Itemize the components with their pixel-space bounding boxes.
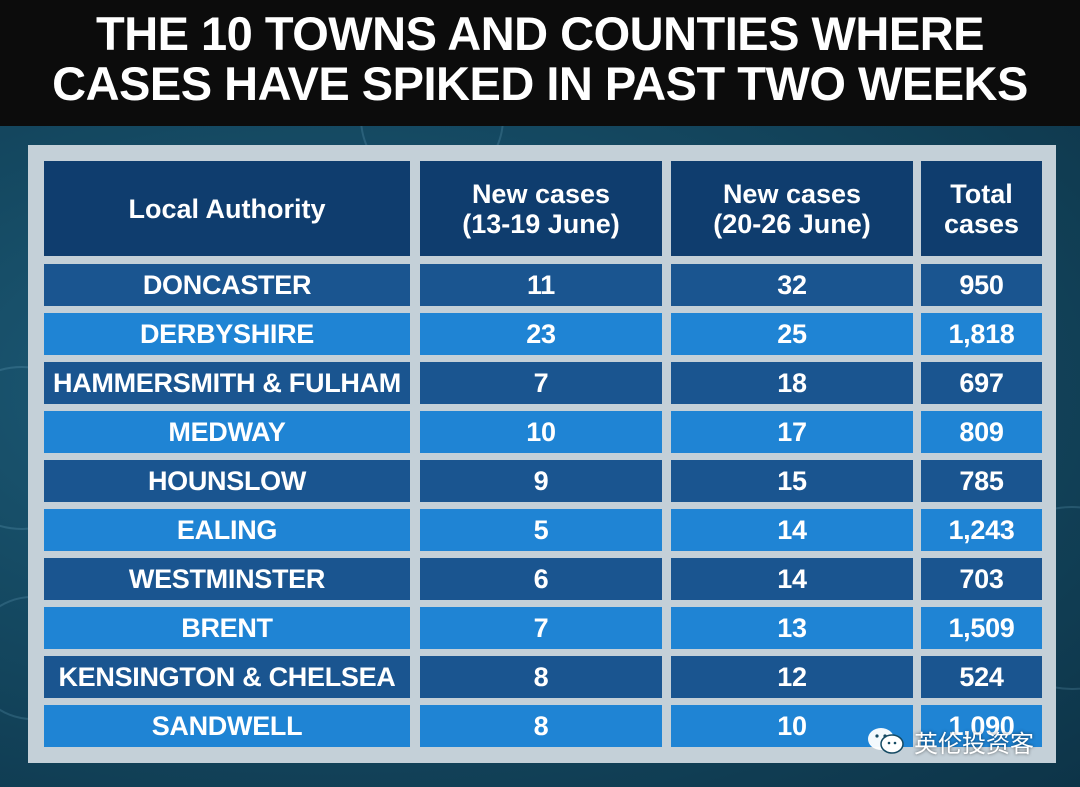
local-authority-cell: EALING — [44, 509, 410, 551]
column-header: New cases (20-26 June) — [671, 161, 913, 256]
new-cases-20-26-cell: 12 — [671, 656, 913, 698]
local-authority-cell: MEDWAY — [44, 411, 410, 453]
total-cases-cell: 1,090 — [921, 705, 1042, 747]
new-cases-13-19-cell: 9 — [420, 460, 662, 502]
total-cases-cell: 809 — [921, 411, 1042, 453]
new-cases-20-26-cell: 17 — [671, 411, 913, 453]
new-cases-20-26-cell: 18 — [671, 362, 913, 404]
new-cases-13-19-cell: 8 — [420, 656, 662, 698]
new-cases-13-19-cell: 23 — [420, 313, 662, 355]
local-authority-cell: DERBYSHIRE — [44, 313, 410, 355]
column-header-line: (13-19 June) — [462, 208, 620, 239]
table-row: EALING 5 14 1,243 — [44, 509, 1042, 551]
local-authority-cell: BRENT — [44, 607, 410, 649]
column-header-line: Total — [950, 178, 1013, 209]
column-header-line: (20-26 June) — [713, 208, 871, 239]
total-cases-cell: 697 — [921, 362, 1042, 404]
total-cases-cell: 1,243 — [921, 509, 1042, 551]
new-cases-13-19-cell: 10 — [420, 411, 662, 453]
watermark: 英伦投资客 — [866, 722, 1034, 760]
new-cases-20-26-cell: 32 — [671, 264, 913, 306]
total-cases-cell: 1,509 — [921, 607, 1042, 649]
column-header: Total cases — [921, 161, 1042, 256]
table-row: BRENT 7 13 1,509 — [44, 607, 1042, 649]
new-cases-20-26-cell: 13 — [671, 607, 913, 649]
table-row: SANDWELL 8 10 1,090 — [44, 705, 1042, 747]
table-row: KENSINGTON & CHELSEA 8 12 524 — [44, 656, 1042, 698]
local-authority-cell: HOUNSLOW — [44, 460, 410, 502]
column-header-line: New cases — [722, 178, 862, 209]
local-authority-cell: DONCASTER — [44, 264, 410, 306]
table-row: DONCASTER 11 32 950 — [44, 264, 1042, 306]
table-row: HAMMERSMITH & FULHAM 7 18 697 — [44, 362, 1042, 404]
wechat-icon — [866, 726, 906, 756]
table-row: MEDWAY 10 17 809 — [44, 411, 1042, 453]
column-header: Local Authority — [44, 161, 410, 256]
title-line-1: THE 10 TOWNS AND COUNTIES WHERE — [95, 7, 985, 60]
watermark-text: 英伦投资客 — [914, 729, 1034, 758]
local-authority-cell: KENSINGTON & CHELSEA — [44, 656, 410, 698]
new-cases-13-19-cell: 6 — [420, 558, 662, 600]
column-header-line: Local Authority — [128, 193, 326, 224]
column-header-line: cases — [943, 208, 1020, 239]
table-header-row: Local Authority New cases (13-19 June) N… — [44, 161, 1042, 256]
column-header: New cases (13-19 June) — [420, 161, 662, 256]
local-authority-cell: WESTMINSTER — [44, 558, 410, 600]
title-line-2: CASES HAVE SPIKED IN PAST TWO WEEKS — [52, 57, 1028, 110]
new-cases-13-19-cell: 7 — [420, 607, 662, 649]
table-row: HOUNSLOW 9 15 785 — [44, 460, 1042, 502]
total-cases-cell: 950 — [921, 264, 1042, 306]
column-header-line: New cases — [471, 178, 611, 209]
total-cases-cell: 1,818 — [921, 313, 1042, 355]
new-cases-20-26-cell: 14 — [671, 509, 913, 551]
total-cases-cell: 703 — [921, 558, 1042, 600]
new-cases-20-26-cell: 25 — [671, 313, 913, 355]
new-cases-13-19-cell: 5 — [420, 509, 662, 551]
total-cases-cell: 785 — [921, 460, 1042, 502]
table-row: WESTMINSTER 6 14 703 — [44, 558, 1042, 600]
new-cases-13-19-cell: 11 — [420, 264, 662, 306]
local-authority-cell: HAMMERSMITH & FULHAM — [44, 362, 410, 404]
new-cases-20-26-cell: 14 — [671, 558, 913, 600]
local-authority-cell: SANDWELL — [44, 705, 410, 747]
new-cases-13-19-cell: 7 — [420, 362, 662, 404]
title-banner: THE 10 TOWNS AND COUNTIES WHERE CASES HA… — [0, 0, 1080, 126]
new-cases-13-19-cell: 8 — [420, 705, 662, 747]
total-cases-cell: 524 — [921, 656, 1042, 698]
new-cases-20-26-cell: 15 — [671, 460, 913, 502]
table-row: DERBYSHIRE 23 25 1,818 — [44, 313, 1042, 355]
